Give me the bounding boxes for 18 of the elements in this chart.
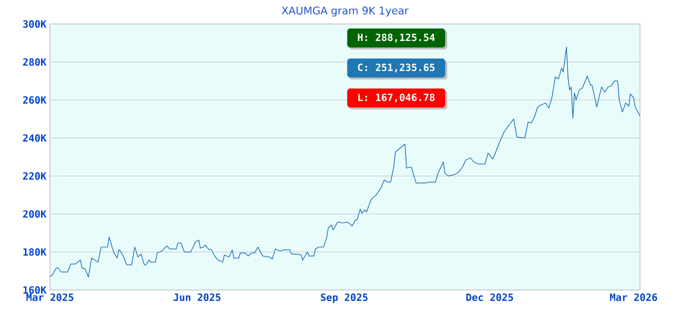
annotation: H: 288,125.54	[358, 34, 435, 42]
y-tick-label: 180K	[23, 248, 46, 256]
y-tick-label: 300K	[23, 20, 46, 28]
y-tick-label: 220K	[23, 172, 46, 180]
y-tick-label: 160K	[23, 286, 46, 294]
annotation: L: 167,046.78	[358, 94, 435, 102]
y-tick-label: 240K	[23, 134, 46, 142]
x-tick-label: Dec 2025	[466, 294, 514, 302]
x-tick-label: Mar 2026	[610, 294, 658, 302]
chart-title: XAUMGA gram 9K 1year	[282, 6, 409, 16]
x-tick-label: Jun 2025	[174, 294, 220, 302]
y-tick-label: 280K	[23, 58, 46, 66]
x-tick-label: Mar 2025	[26, 294, 74, 302]
annotation: C: 251,235.65	[358, 64, 435, 72]
y-tick-label: 200K	[23, 210, 46, 218]
line-series	[50, 46, 640, 278]
x-tick-label: Sep 2025	[320, 294, 368, 303]
y-tick-label: 260K	[23, 96, 46, 104]
